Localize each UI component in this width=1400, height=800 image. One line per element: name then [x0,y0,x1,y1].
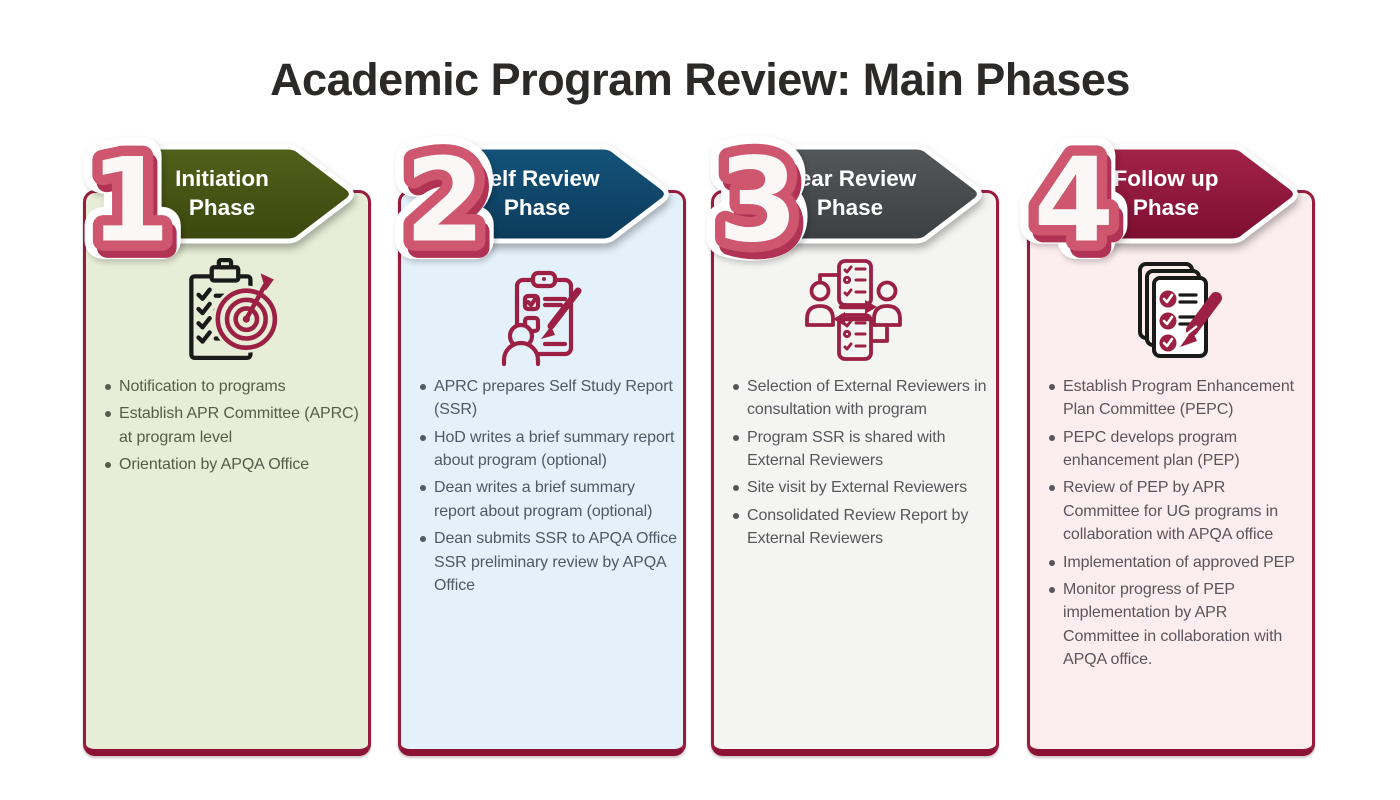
svg-text:3: 3 [718,134,799,268]
phase-1-banner: Initiation Phase [120,144,358,244]
svg-text:1: 1 [90,134,171,268]
bullet-item: APRC prepares Self Study Report (SSR) [419,375,677,422]
phase-card-self-review: Self Review Phase 2 2 2 [386,116,686,756]
phase-1-banner-label: Initiation Phase [136,144,308,244]
phase-card-follow-up: Follow up Phase 4 4 4 [1015,116,1315,756]
phase-4-bullet-list: Establish Program Enhancement Plan Commi… [1030,375,1312,671]
phase-name-line1: Follow up [1113,166,1219,192]
bullet-item: Monitor progress of PEP implementation b… [1048,578,1306,671]
phase-3-banner: Pear Review Phase [748,144,986,244]
bullet-item: Notification to programs [104,375,362,398]
bullet-item: Orientation by APQA Office [104,453,362,476]
svg-text:1: 1 [94,142,175,276]
phase-2-number: 2 2 2 [385,116,509,287]
clipboard-checklist-target-icon [86,253,368,367]
bullet-item: Dean submits SSR to APQA Office SSR prel… [419,527,677,597]
phase-4-banner-label: Follow up Phase [1080,144,1252,244]
phase-name-line1: Self Review [474,166,600,192]
bullet-item: Implementation of approved PEP [1048,551,1306,574]
arrow-banner-shape [1064,144,1298,244]
phase-3-number: 3 3 3 [698,116,822,287]
svg-text:4: 4 [1034,134,1115,268]
bullet-item: Review of PEP by APR Committee for UG pr… [1048,476,1306,546]
phase-4-number: 4 4 4 [1014,116,1138,287]
phase-name-line2: Phase [816,195,884,220]
phase-name-line2: Phase [1132,195,1200,220]
bullet-item: Selection of External Reviewers in consu… [732,375,990,422]
phase-1-number: 1 1 1 [70,116,194,287]
bullet-item: Dean writes a brief summary report about… [419,476,677,523]
bullet-item: HoD writes a brief summary report about … [419,426,677,473]
svg-text:2: 2 [405,134,486,268]
reviewers-exchange-icon [714,253,996,367]
phase-card-initiation: Initiation Phase 1 1 1 [71,116,371,756]
bullet-item: Consolidated Review Report by External R… [732,504,990,551]
bullet-item: Site visit by External Reviewers [732,476,990,499]
svg-text:4: 4 [1038,142,1119,276]
bullet-item: Program SSR is shared with External Revi… [732,426,990,473]
phase-name-line2: Phase [503,195,571,220]
bullet-item: Establish APR Committee (APRC) at progra… [104,402,362,449]
documents-checklist-pencil-icon [1030,253,1312,367]
phase-3-bullet-list: Selection of External Reviewers in consu… [714,375,996,551]
arrow-banner-shape [748,144,982,244]
bullet-item: Establish Program Enhancement Plan Commi… [1048,375,1306,422]
phase-name-line1: Pear Review [783,166,917,192]
arrow-banner-shape [435,144,669,244]
svg-text:3: 3 [722,142,803,276]
phase-card-pear-review: Pear Review Phase 3 3 3 [699,116,999,756]
svg-text:3: 3 [718,134,799,268]
phase-2-banner: Self Review Phase [435,144,673,244]
arrow-banner-shape [120,144,354,244]
page-title: Academic Program Review: Main Phases [270,54,1130,105]
phase-2-bullet-list: APRC prepares Self Study Report (SSR) Ho… [401,375,683,597]
svg-text:2: 2 [405,134,486,268]
phase-4-banner: Follow up Phase [1064,144,1302,244]
phase-name-line2: Phase [188,195,256,220]
phase-1-bullet-list: Notification to programs Establish APR C… [86,375,368,476]
phase-2-banner-label: Self Review Phase [451,144,623,244]
phase-name-line1: Initiation [175,166,269,192]
svg-text:2: 2 [409,142,490,276]
phase-3-banner-label: Pear Review Phase [764,144,936,244]
person-clipboard-pencil-icon [401,253,683,367]
svg-text:4: 4 [1034,134,1115,268]
svg-text:1: 1 [90,134,171,268]
bullet-item: PEPC develops program enhancement plan (… [1048,426,1306,473]
